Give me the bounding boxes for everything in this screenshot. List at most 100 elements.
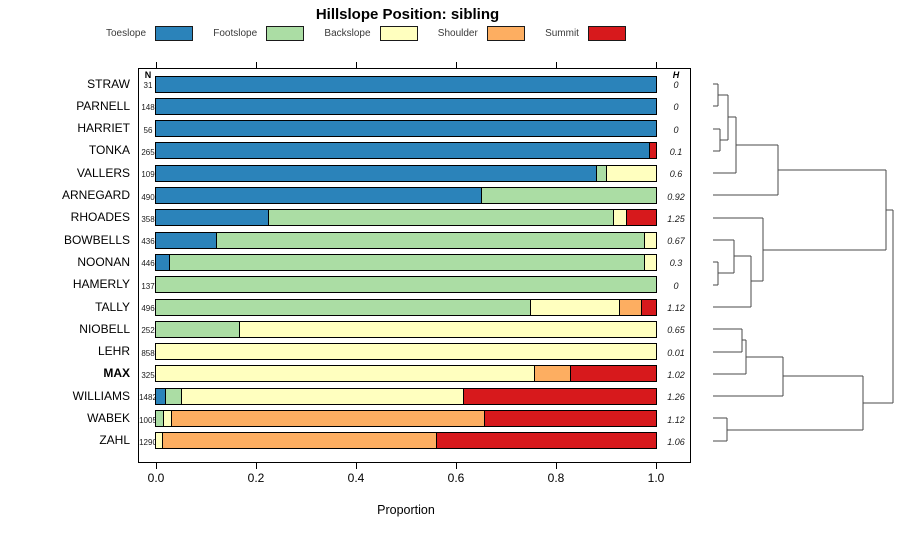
series-label: PARNELL — [76, 98, 130, 113]
bar-segment-toeslope — [156, 165, 596, 181]
stacked-bar — [155, 164, 657, 182]
x-axis-tick-top — [156, 62, 157, 68]
legend: Toeslope Footslope Backslope Shoulder Summit — [106, 26, 626, 41]
stacked-bar — [155, 343, 657, 361]
h-value: 0 — [673, 102, 679, 113]
series-label: WABEK — [87, 411, 130, 425]
h-value: 1.26 — [667, 392, 685, 403]
stacked-bar — [155, 298, 657, 316]
bar-segment-backslope — [643, 254, 656, 270]
series-label: LEHR — [97, 344, 130, 359]
x-axis-tick-label: 0.0 — [147, 471, 165, 485]
h-value: 1.12 — [667, 303, 685, 313]
bar-segment-shoulder — [162, 433, 436, 449]
h-value: 0.67 — [667, 236, 685, 247]
stacked-bar — [155, 231, 657, 249]
series-label: STRAW — [87, 76, 130, 91]
series-label: BOWBELLS — [63, 232, 130, 247]
stacked-bar — [155, 97, 657, 115]
n-column-header: N — [144, 70, 152, 80]
stacked-bar — [155, 253, 657, 271]
n-value: 490 — [141, 192, 155, 202]
n-value: 31 — [143, 81, 153, 90]
h-value: 0.6 — [669, 169, 683, 180]
series-label: NOONAN — [77, 254, 130, 269]
legend-label: Shoulder — [437, 28, 478, 39]
bar-segment-backslope — [530, 299, 619, 315]
bar-segment-summit — [484, 411, 656, 426]
bar-segment-backslope — [606, 165, 656, 181]
bar-segment-backslope — [613, 210, 626, 226]
x-axis-tick-top — [356, 62, 357, 68]
n-value: 325 — [141, 370, 155, 380]
stacked-bar — [155, 187, 657, 204]
n-value: 1005 — [139, 415, 157, 425]
series-label: ZAHL — [99, 433, 130, 448]
bar-segment-footslope — [216, 232, 644, 248]
bar-segment-backslope — [181, 388, 463, 404]
legend-item: Footslope — [213, 26, 305, 41]
h-value: 0.3 — [669, 258, 683, 269]
bar-segment-toeslope — [156, 98, 656, 114]
legend-swatch — [266, 26, 305, 41]
n-value: 148 — [141, 103, 155, 113]
bar-segment-backslope — [156, 433, 162, 449]
series-label: MAX — [103, 366, 130, 381]
series-label: HAMERLY — [72, 277, 130, 292]
legend-label: Footslope — [213, 28, 258, 39]
bar-segment-shoulder — [534, 366, 570, 382]
stacked-bar — [155, 432, 657, 450]
series-label: VALLERS — [76, 165, 130, 180]
x-axis-label: Proportion — [377, 503, 435, 517]
legend-swatch — [155, 26, 194, 41]
bar-segment-toeslope — [156, 210, 268, 226]
h-value: 1.06 — [667, 436, 685, 447]
dendrogram — [713, 83, 894, 442]
h-value: 0.92 — [667, 191, 685, 202]
bar-segment-footslope — [481, 188, 656, 203]
n-value: 436 — [141, 237, 155, 247]
h-value: 0.01 — [667, 347, 685, 358]
x-axis-tick-label: 0.8 — [547, 471, 565, 485]
series-label: ARNEGARD — [61, 188, 130, 202]
h-value: 0 — [673, 280, 679, 291]
bar-segment-toeslope — [156, 254, 169, 270]
bar-segment-backslope — [644, 232, 656, 248]
bar-segment-footslope — [156, 299, 530, 315]
series-label: HARRIET — [77, 121, 130, 136]
n-value: 109 — [141, 170, 155, 180]
bar-segment-toeslope — [156, 188, 481, 203]
n-value: 252 — [141, 326, 155, 336]
series-label: TONKA — [88, 143, 130, 158]
stacked-bar — [155, 142, 657, 160]
legend-item: Shoulder — [438, 26, 525, 41]
bar-segment-backslope — [156, 344, 656, 360]
series-label: TALLY — [95, 299, 130, 314]
bar-segment-toeslope — [156, 76, 656, 92]
bar-segment-summit — [463, 388, 656, 404]
bar-segment-backslope — [163, 411, 171, 426]
x-axis-tick-label: 1.0 — [647, 471, 665, 485]
n-value: 1482 — [139, 393, 157, 403]
h-value: 1.02 — [667, 369, 685, 380]
stacked-bar — [155, 365, 657, 383]
bar-segment-footslope — [165, 388, 181, 404]
bar-segment-shoulder — [619, 299, 641, 315]
bar-segment-summit — [570, 366, 656, 382]
x-axis-tick-top — [456, 62, 457, 68]
bar-segment-footslope — [156, 411, 163, 426]
x-axis-tick-label: 0.4 — [347, 471, 365, 485]
legend-item: Summit — [545, 26, 626, 41]
h-column-header: H — [672, 70, 680, 80]
n-value: 56 — [143, 125, 153, 135]
x-axis-tick-bottom — [256, 463, 257, 469]
x-axis-tick-bottom — [556, 463, 557, 469]
stacked-bar — [155, 209, 657, 227]
bar-segment-toeslope — [156, 388, 165, 404]
stacked-bar — [155, 75, 657, 93]
bar-segment-toeslope — [156, 232, 216, 248]
x-axis-tick-top — [656, 62, 657, 68]
x-axis-tick-top — [556, 62, 557, 68]
series-label: RHOADES — [70, 210, 130, 225]
